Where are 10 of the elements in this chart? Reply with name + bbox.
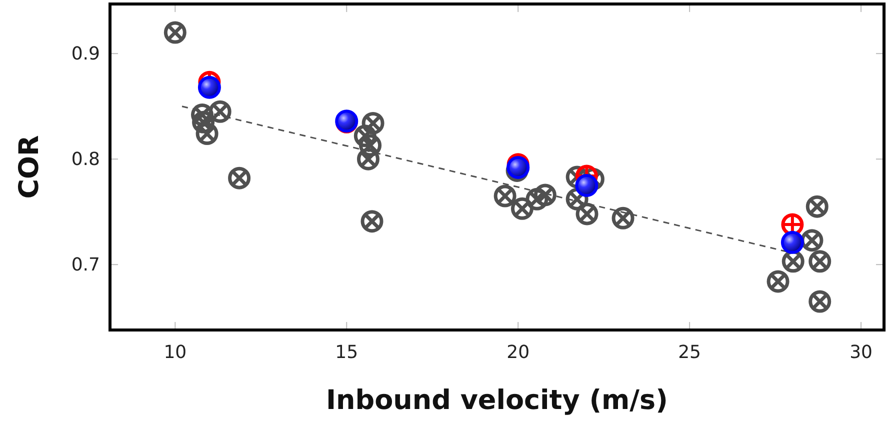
y-tick-label: 0.9 <box>71 44 100 65</box>
y-axis-title: COR <box>14 135 45 199</box>
x-tick-label: 10 <box>164 342 187 363</box>
x-tick-label: 30 <box>850 342 872 363</box>
y-tick-label: 0.8 <box>71 149 100 170</box>
x-tick-label: 25 <box>678 342 702 363</box>
x-axis-title: Inbound velocity (m/s) <box>326 385 668 416</box>
x-tick-label: 15 <box>335 342 358 363</box>
y-tick-label: 0.7 <box>71 254 100 276</box>
x-tick-label: 20 <box>506 342 530 363</box>
